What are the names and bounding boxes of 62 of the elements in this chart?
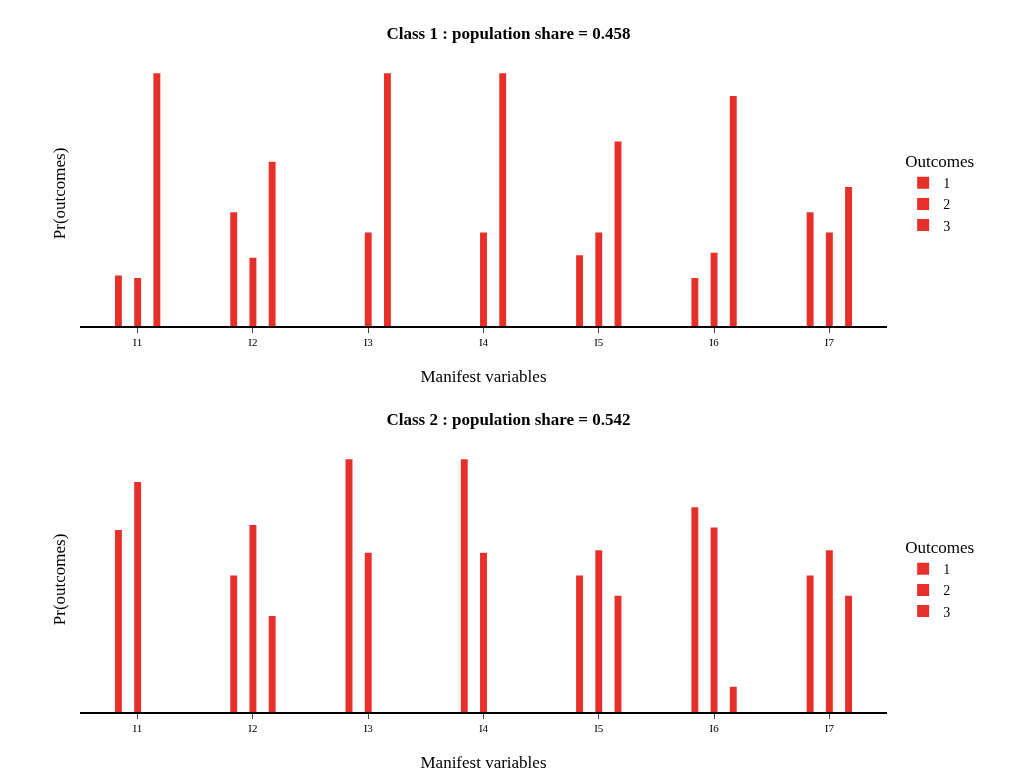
bar bbox=[364, 552, 372, 712]
legend-label: 2 bbox=[943, 197, 951, 213]
bar bbox=[729, 686, 737, 712]
bar bbox=[806, 212, 814, 326]
bar bbox=[576, 575, 584, 712]
legend-label: 3 bbox=[943, 218, 951, 234]
x-axis-title: Manifest variables bbox=[420, 753, 547, 772]
bar bbox=[825, 550, 833, 712]
bar bbox=[691, 277, 699, 326]
bar bbox=[230, 575, 238, 712]
x-tick-label: I1 bbox=[133, 336, 143, 349]
bar bbox=[114, 530, 122, 712]
x-tick-label: I4 bbox=[478, 722, 489, 735]
bar bbox=[134, 482, 142, 712]
bar bbox=[499, 73, 507, 326]
bar bbox=[595, 550, 603, 712]
bar bbox=[480, 552, 487, 712]
bar bbox=[114, 275, 122, 326]
x-tick-label: I4 bbox=[478, 336, 489, 349]
x-tick-label: I6 bbox=[709, 336, 720, 349]
legend-label: 3 bbox=[943, 604, 951, 620]
legend-label: 1 bbox=[943, 562, 951, 578]
y-axis-title: Pr(outcomes) bbox=[50, 533, 70, 626]
x-tick-label: I3 bbox=[363, 336, 374, 349]
x-tick-label: I5 bbox=[594, 336, 604, 349]
y-axis-title: Pr(outcomes) bbox=[50, 147, 70, 240]
bar bbox=[825, 232, 833, 326]
legend-label: 1 bbox=[943, 176, 951, 192]
x-tick-label: I1 bbox=[133, 722, 143, 735]
x-tick-label: I2 bbox=[248, 336, 258, 349]
bar bbox=[729, 96, 737, 326]
x-tick-label: I7 bbox=[824, 336, 835, 349]
x-tick-label: I2 bbox=[248, 722, 258, 735]
bar bbox=[710, 527, 718, 712]
bar bbox=[845, 187, 853, 326]
x-tick-label: I7 bbox=[824, 722, 835, 735]
x-axis-title: Manifest variables bbox=[420, 367, 547, 386]
x-tick-label: I6 bbox=[709, 722, 720, 735]
bar bbox=[268, 615, 276, 712]
x-tick-label: I5 bbox=[594, 722, 604, 735]
bar bbox=[710, 252, 718, 326]
bar bbox=[845, 595, 853, 712]
legend-label: 2 bbox=[943, 583, 951, 599]
bar bbox=[268, 161, 276, 326]
bar bbox=[576, 255, 584, 326]
bar bbox=[134, 277, 142, 326]
bar bbox=[691, 507, 699, 712]
legend-title: Outcomes bbox=[905, 152, 975, 172]
bar bbox=[153, 73, 161, 326]
bar bbox=[460, 459, 468, 712]
bar bbox=[383, 73, 391, 326]
x-tick-label: I3 bbox=[363, 722, 374, 735]
bar bbox=[230, 212, 238, 326]
chart-title: Class 2 : population share = 0.542 bbox=[386, 409, 631, 429]
bar bbox=[249, 525, 257, 712]
bar bbox=[364, 232, 372, 326]
bar bbox=[249, 257, 257, 326]
bar bbox=[806, 575, 814, 712]
chart-title: Class 1 : population share = 0.458 bbox=[386, 23, 631, 43]
bar bbox=[595, 232, 603, 326]
legend-title: Outcomes bbox=[905, 538, 975, 558]
bar bbox=[480, 232, 487, 326]
